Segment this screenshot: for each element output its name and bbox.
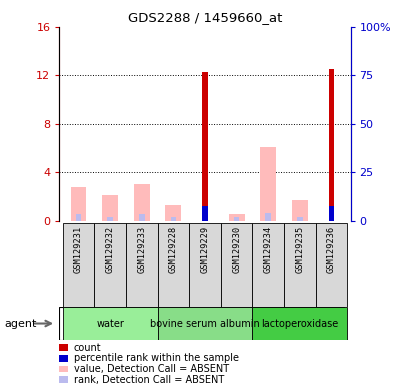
Text: lactoperoxidase: lactoperoxidase bbox=[261, 318, 338, 329]
Bar bbox=[139, 214, 144, 221]
Text: GSM129236: GSM129236 bbox=[326, 226, 335, 273]
Bar bbox=[102, 195, 118, 221]
Bar bbox=[165, 205, 181, 221]
Text: GSM129232: GSM129232 bbox=[106, 226, 114, 273]
Bar bbox=[328, 206, 334, 221]
Title: GDS2288 / 1459660_at: GDS2288 / 1459660_at bbox=[128, 11, 281, 24]
Bar bbox=[328, 69, 334, 221]
Bar bbox=[252, 223, 283, 307]
Bar bbox=[63, 223, 94, 307]
Bar bbox=[75, 214, 81, 221]
Bar bbox=[265, 213, 270, 221]
Bar bbox=[315, 223, 346, 307]
Bar bbox=[233, 217, 239, 221]
Bar bbox=[157, 223, 189, 307]
Text: percentile rank within the sample: percentile rank within the sample bbox=[74, 353, 238, 363]
Bar bbox=[260, 147, 276, 221]
Text: agent: agent bbox=[4, 318, 36, 329]
Text: GSM129230: GSM129230 bbox=[231, 226, 240, 273]
Bar bbox=[202, 206, 207, 221]
Text: GSM129233: GSM129233 bbox=[137, 226, 146, 273]
Bar bbox=[297, 217, 302, 221]
Bar bbox=[63, 307, 157, 340]
Bar bbox=[220, 223, 252, 307]
Text: GSM129234: GSM129234 bbox=[263, 226, 272, 273]
Bar bbox=[70, 187, 86, 221]
Text: count: count bbox=[74, 343, 101, 353]
Text: rank, Detection Call = ABSENT: rank, Detection Call = ABSENT bbox=[74, 375, 223, 384]
Bar bbox=[228, 214, 244, 221]
Bar bbox=[189, 223, 220, 307]
Bar bbox=[291, 200, 307, 221]
Text: GSM129231: GSM129231 bbox=[74, 226, 83, 273]
Bar bbox=[94, 223, 126, 307]
Text: bovine serum albumin: bovine serum albumin bbox=[150, 318, 259, 329]
Bar bbox=[202, 72, 207, 221]
Text: GSM129235: GSM129235 bbox=[295, 226, 303, 273]
Text: water: water bbox=[96, 318, 124, 329]
Text: value, Detection Call = ABSENT: value, Detection Call = ABSENT bbox=[74, 364, 228, 374]
Text: GSM129228: GSM129228 bbox=[169, 226, 178, 273]
Bar bbox=[170, 217, 176, 221]
Bar bbox=[283, 223, 315, 307]
Bar bbox=[252, 307, 346, 340]
Bar bbox=[107, 217, 112, 221]
Text: GSM129229: GSM129229 bbox=[200, 226, 209, 273]
Bar bbox=[133, 184, 149, 221]
Bar bbox=[126, 223, 157, 307]
Bar bbox=[157, 307, 252, 340]
